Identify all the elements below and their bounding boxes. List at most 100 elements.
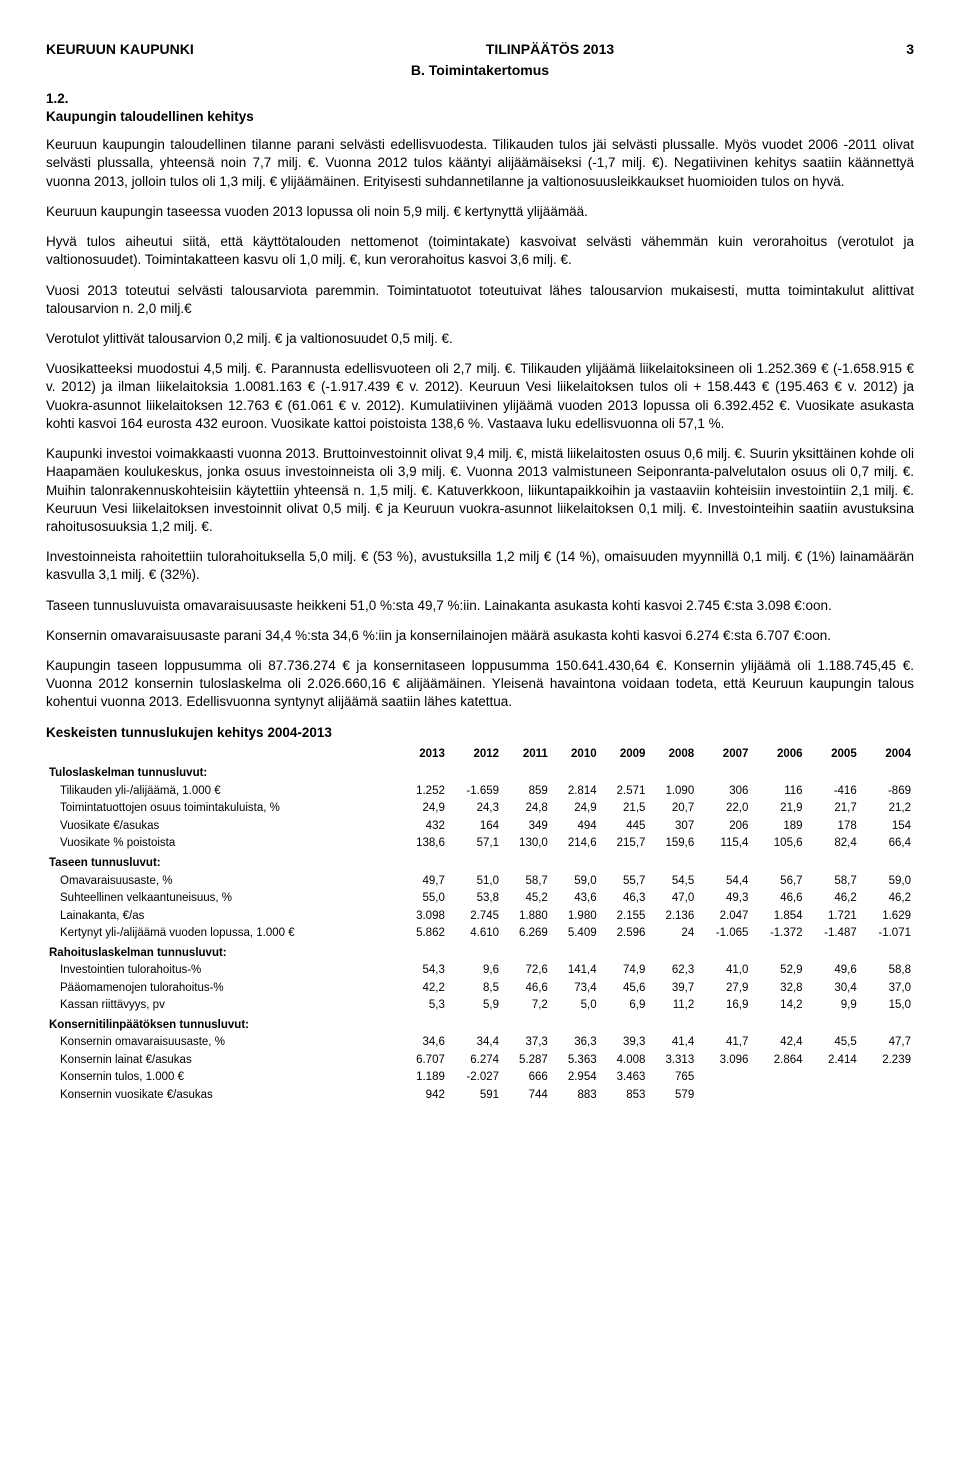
cell-value: 45,5 bbox=[806, 1034, 860, 1052]
cell-value bbox=[806, 1087, 860, 1105]
year-header: 2006 bbox=[751, 746, 805, 764]
cell-value: 49,7 bbox=[399, 873, 448, 891]
table-row: Konsernin omavaraisuusaste, %34,634,437,… bbox=[46, 1034, 914, 1052]
cell-value: 58,8 bbox=[860, 962, 914, 980]
cell-value: 307 bbox=[648, 818, 697, 836]
cell-value: 39,7 bbox=[648, 980, 697, 998]
cell-value: 115,4 bbox=[697, 835, 751, 853]
cell-value: 942 bbox=[399, 1087, 448, 1105]
table-row: Konsernin tulos, 1.000 €1.189-2.0276662.… bbox=[46, 1069, 914, 1087]
cell-value: 66,4 bbox=[860, 835, 914, 853]
cell-value: 15,0 bbox=[860, 997, 914, 1015]
table-row: Investointien tulorahoitus-%54,39,672,61… bbox=[46, 962, 914, 980]
cell-value: 2.571 bbox=[600, 783, 649, 801]
table-row: Konsernin lainat €/asukas6.7076.2745.287… bbox=[46, 1052, 914, 1070]
paragraph: Kaupunki investoi voimakkaasti vuonna 20… bbox=[46, 445, 914, 536]
cell-value: -416 bbox=[806, 783, 860, 801]
cell-value: 164 bbox=[448, 818, 502, 836]
cell-value: 9,9 bbox=[806, 997, 860, 1015]
header-left: KEURUUN KAUPUNKI bbox=[46, 40, 194, 59]
row-label: Omavaraisuusaste, % bbox=[46, 873, 399, 891]
cell-value: 2.596 bbox=[600, 925, 649, 943]
row-label: Lainakanta, €/as bbox=[46, 908, 399, 926]
cell-value: 5.287 bbox=[502, 1052, 551, 1070]
cell-value: 58,7 bbox=[502, 873, 551, 891]
year-header: 2005 bbox=[806, 746, 860, 764]
table-row: Suhteellinen velkaantuneisuus, %55,053,8… bbox=[46, 890, 914, 908]
table-row: Pääomamenojen tulorahoitus-%42,28,546,67… bbox=[46, 980, 914, 998]
cell-value: 21,5 bbox=[600, 800, 649, 818]
cell-value: 24,9 bbox=[551, 800, 600, 818]
cell-value: -1.065 bbox=[697, 925, 751, 943]
cell-value: 349 bbox=[502, 818, 551, 836]
cell-value: 3.096 bbox=[697, 1052, 751, 1070]
group-label: Konsernitilinpäätöksen tunnusluvut: bbox=[46, 1015, 914, 1035]
row-label: Konsernin tulos, 1.000 € bbox=[46, 1069, 399, 1087]
cell-value: 34,6 bbox=[399, 1034, 448, 1052]
cell-value: 6.707 bbox=[399, 1052, 448, 1070]
cell-value: 116 bbox=[751, 783, 805, 801]
group-label: Tuloslaskelman tunnusluvut: bbox=[46, 763, 914, 783]
cell-value: 189 bbox=[751, 818, 805, 836]
year-header: 2011 bbox=[502, 746, 551, 764]
cell-value: 47,0 bbox=[648, 890, 697, 908]
cell-value: -1.071 bbox=[860, 925, 914, 943]
cell-value: -1.659 bbox=[448, 783, 502, 801]
table-group-row: Rahoituslaskelman tunnusluvut: bbox=[46, 943, 914, 963]
cell-value: 306 bbox=[697, 783, 751, 801]
table-group-row: Konsernitilinpäätöksen tunnusluvut: bbox=[46, 1015, 914, 1035]
cell-value: 2.414 bbox=[806, 1052, 860, 1070]
body-text: Keuruun kaupungin taloudellinen tilanne … bbox=[46, 136, 914, 711]
paragraph: Verotulot ylittivät talousarvion 0,2 mil… bbox=[46, 330, 914, 348]
table-row: Kassan riittävyys, pv5,35,97,25,06,911,2… bbox=[46, 997, 914, 1015]
cell-value: -2.027 bbox=[448, 1069, 502, 1087]
section-title: Kaupungin taloudellinen kehitys bbox=[46, 108, 914, 126]
cell-value: 2.047 bbox=[697, 908, 751, 926]
cell-value: 591 bbox=[448, 1087, 502, 1105]
cell-value: 39,3 bbox=[600, 1034, 649, 1052]
section-number: 1.2. bbox=[46, 90, 914, 108]
cell-value: 214,6 bbox=[551, 835, 600, 853]
cell-value bbox=[806, 1069, 860, 1087]
cell-value: -1.487 bbox=[806, 925, 860, 943]
cell-value: 51,0 bbox=[448, 873, 502, 891]
cell-value: 138,6 bbox=[399, 835, 448, 853]
cell-value: 178 bbox=[806, 818, 860, 836]
table-row: Tilikauden yli-/alijäämä, 1.000 €1.252-1… bbox=[46, 783, 914, 801]
cell-value: 24,8 bbox=[502, 800, 551, 818]
paragraph: Keuruun kaupungin taseessa vuoden 2013 l… bbox=[46, 203, 914, 221]
cell-value: 8,5 bbox=[448, 980, 502, 998]
cell-value: 58,7 bbox=[806, 873, 860, 891]
cell-value: 46,6 bbox=[502, 980, 551, 998]
table-header-row: 2013201220112010200920082007200620052004 bbox=[46, 746, 914, 764]
cell-value: 42,2 bbox=[399, 980, 448, 998]
cell-value: 54,3 bbox=[399, 962, 448, 980]
cell-value: 45,2 bbox=[502, 890, 551, 908]
cell-value: 42,4 bbox=[751, 1034, 805, 1052]
cell-value: 55,0 bbox=[399, 890, 448, 908]
cell-value bbox=[751, 1087, 805, 1105]
year-header: 2009 bbox=[600, 746, 649, 764]
cell-value: 2.155 bbox=[600, 908, 649, 926]
cell-value: 46,6 bbox=[751, 890, 805, 908]
cell-value: 49,6 bbox=[806, 962, 860, 980]
cell-value: 55,7 bbox=[600, 873, 649, 891]
cell-value: 883 bbox=[551, 1087, 600, 1105]
cell-value: 5,3 bbox=[399, 997, 448, 1015]
cell-value: 159,6 bbox=[648, 835, 697, 853]
cell-value: 37,0 bbox=[860, 980, 914, 998]
cell-value: 853 bbox=[600, 1087, 649, 1105]
page-header: KEURUUN KAUPUNKI TILINPÄÄTÖS 2013 3 bbox=[46, 40, 914, 59]
cell-value: 53,8 bbox=[448, 890, 502, 908]
row-label: Vuosikate % poistoista bbox=[46, 835, 399, 853]
cell-value: 6.269 bbox=[502, 925, 551, 943]
cell-value: 37,3 bbox=[502, 1034, 551, 1052]
cell-value: 4.610 bbox=[448, 925, 502, 943]
cell-value: 56,7 bbox=[751, 873, 805, 891]
paragraph: Investoinneista rahoitettiin tulorahoitu… bbox=[46, 548, 914, 584]
cell-value: 54,5 bbox=[648, 873, 697, 891]
cell-value: 41,0 bbox=[697, 962, 751, 980]
cell-value: 27,9 bbox=[697, 980, 751, 998]
row-label: Konsernin lainat €/asukas bbox=[46, 1052, 399, 1070]
cell-value: 3.463 bbox=[600, 1069, 649, 1087]
